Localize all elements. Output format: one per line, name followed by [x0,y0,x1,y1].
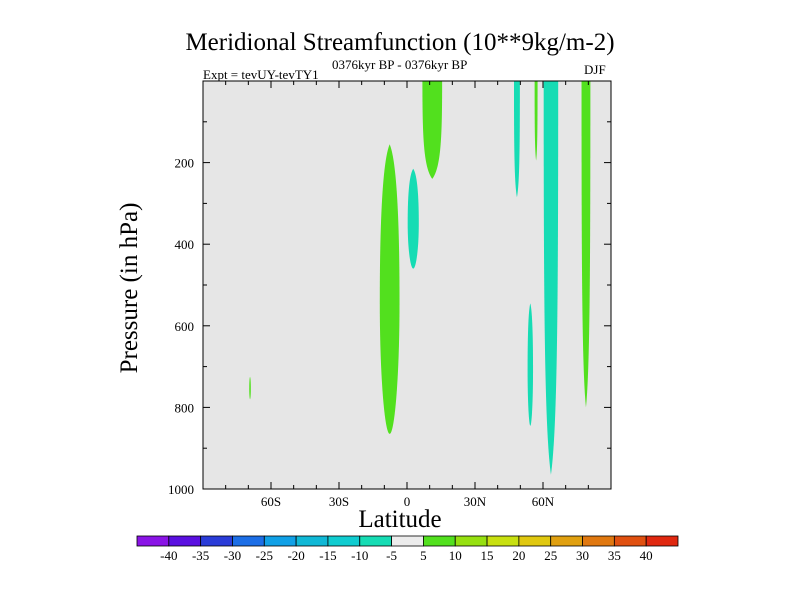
region-positive-5-10-75n [581,81,591,408]
colorbar-box [200,535,233,547]
region-negative-5-10-60n [543,81,559,475]
colorbar-box [168,535,202,547]
colorbar-label: 10 [449,548,462,563]
colorbar-box [486,535,520,547]
colorbar-box [613,535,647,547]
x-axis-label: Latitude [358,506,442,533]
colorbar-label: 5 [420,548,427,563]
colorbar-box [232,535,265,547]
colorbar-box [550,535,583,547]
chart-title: Meridional Streamfunction (10**9kg/m-2) [185,29,615,56]
region-negative-5-10-55n [527,303,534,426]
colorbar-label: -20 [287,548,304,563]
colorbar-label: 25 [544,548,557,563]
axis-ticks: 200 400 600 800 1000 60S 30S 0 30N 60N [168,81,611,509]
colorbar-label: 35 [608,548,621,563]
colorbar-box [327,535,361,547]
subtitle-center: 0376kyr BP - 0376kyr BP [332,57,468,72]
colorbar-box [359,535,392,547]
colorbar-label: -5 [386,548,397,563]
contour-regions [249,81,591,475]
colorbar-label: 20 [512,548,525,563]
y-tick-label: 400 [175,237,195,252]
plot-background [203,81,611,489]
colorbar-label: -25 [256,548,273,563]
region-positive-5-10-tropics [379,144,400,434]
colorbar-box [518,535,552,547]
x-tick-label: 30S [329,494,349,509]
region-negative-5-10-45n [513,81,520,198]
x-tick-label: 60S [261,494,281,509]
region-positive-5-10-narrow [249,376,251,400]
subtitle-left: Expt = tevUY-tevTY1 [203,67,319,82]
colorbar-label: -10 [351,548,368,563]
y-tick-label: 200 [175,156,195,171]
colorbar-label: -40 [160,548,177,563]
subtitle-right: DJF [584,62,606,77]
colorbar-label: 40 [640,548,653,563]
region-positive-5-10-upper [422,81,443,179]
y-tick-label: 1000 [168,482,194,497]
colorbar-box [136,535,170,547]
colorbar-label: 30 [576,548,589,563]
colorbar-label: -30 [224,548,241,563]
region-positive-5-10-55n [534,81,538,161]
x-tick-label: 0 [404,494,411,509]
colorbar-box [454,535,488,547]
colorbar-box [295,535,329,547]
region-negative-5-10-equator [407,168,419,269]
colorbar-label: 15 [481,548,494,563]
colorbar-box [645,535,679,547]
y-tick-label: 800 [175,400,195,415]
colorbar-box [263,535,297,547]
y-tick-label: 600 [175,319,195,334]
x-tick-label: 30N [464,494,487,509]
x-tick-label: 60N [532,494,555,509]
colorbar-box [391,535,424,547]
colorbar-box [582,535,615,547]
colorbar-label: -35 [192,548,209,563]
colorbar-box [423,535,456,547]
colorbar-label: -15 [319,548,336,563]
colorbar: -40 -35 -30 -25 -20 -15 -10 -5 5 10 15 20 25 30 35 40 [136,535,679,563]
